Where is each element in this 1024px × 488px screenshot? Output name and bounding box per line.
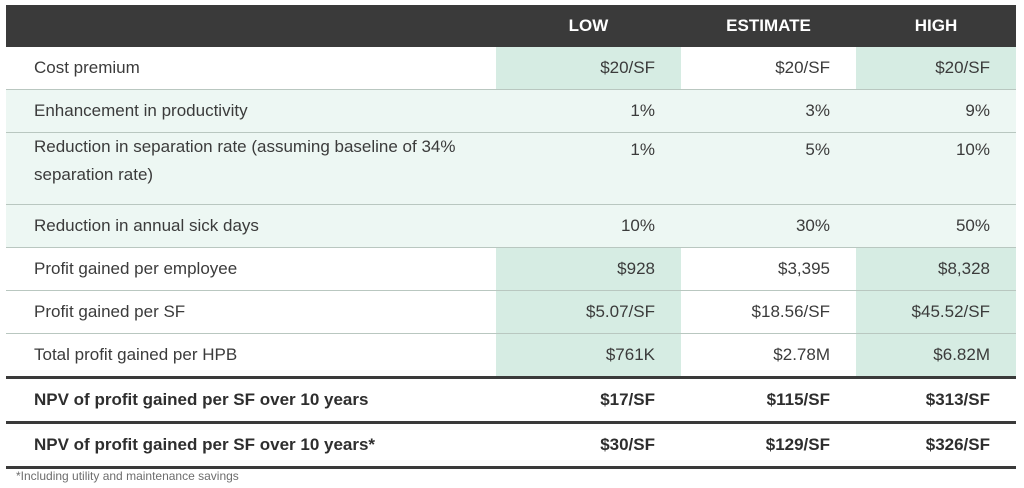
footnote: *Including utility and maintenance savin… [16,469,239,483]
cell-low: $17/SF [600,390,655,409]
cell-estimate: $18.56/SF [751,302,830,321]
cell-low: $761K [496,334,681,376]
cell-high: 9% [965,101,990,120]
cell-high: $20/SF [856,47,1016,89]
header-low: LOW [568,16,609,35]
table-row-total-profit: Total profit gained per HPB $761K $2.78M… [6,334,1016,376]
cell-high: $8,328 [856,248,1016,290]
table-row-separation-rate: Reduction in separation rate (assuming b… [6,133,1016,205]
cell-estimate: $115/SF [766,390,830,409]
row-label: Profit gained per SF [34,302,186,321]
row-label: Reduction in separation rate (assuming b… [34,137,456,184]
header-high: HIGH [914,16,958,35]
row-label: Cost premium [34,58,140,77]
cell-high: 50% [955,216,990,235]
cell-high: $313/SF [925,390,990,409]
cell-estimate: 5% [805,140,830,159]
table-header: LOW ESTIMATE HIGH [6,5,1016,47]
table-row-cost-premium: Cost premium $20/SF $20/SF $20/SF [6,47,1016,90]
header-estimate: ESTIMATE [726,16,811,35]
cell-high: 10% [955,140,990,159]
header-label-col [6,5,496,47]
cell-low: $30/SF [600,435,655,454]
row-label: Total profit gained per HPB [34,345,238,364]
cell-high: $45.52/SF [856,291,1016,333]
row-label: NPV of profit gained per SF over 10 year… [34,435,376,454]
cell-low: 1% [630,140,655,159]
cell-low: 1% [630,101,655,120]
cell-estimate: $2.78M [773,345,830,364]
row-label: Enhancement in productivity [34,101,248,120]
table-row-productivity: Enhancement in productivity 1% 3% 9% [6,90,1016,133]
cell-estimate: 30% [795,216,830,235]
cell-low: 10% [620,216,655,235]
row-label: Profit gained per employee [34,259,238,278]
row-label: Reduction in annual sick days [34,216,259,235]
table-row-npv-with-savings: NPV of profit gained per SF over 10 year… [6,424,1016,469]
cell-estimate: 3% [805,101,830,120]
cell-estimate: $129/SF [765,435,830,454]
table-row-profit-per-employee: Profit gained per employee $928 $3,395 $… [6,248,1016,291]
cell-estimate: $20/SF [775,58,830,77]
cell-high: $326/SF [925,435,990,454]
table-row-profit-per-sf: Profit gained per SF $5.07/SF $18.56/SF … [6,291,1016,334]
cell-high: $6.82M [856,334,1016,376]
table-row-sick-days: Reduction in annual sick days 10% 30% 50… [6,205,1016,248]
cell-low: $928 [496,248,681,290]
cell-low: $5.07/SF [496,291,681,333]
cell-low: $20/SF [496,47,681,89]
comparison-table: LOW ESTIMATE HIGH Cost premium $20/SF $2… [6,5,1016,469]
table-row-npv: NPV of profit gained per SF over 10 year… [6,376,1016,424]
row-label: NPV of profit gained per SF over 10 year… [34,390,369,409]
cell-estimate: $3,395 [778,259,830,278]
